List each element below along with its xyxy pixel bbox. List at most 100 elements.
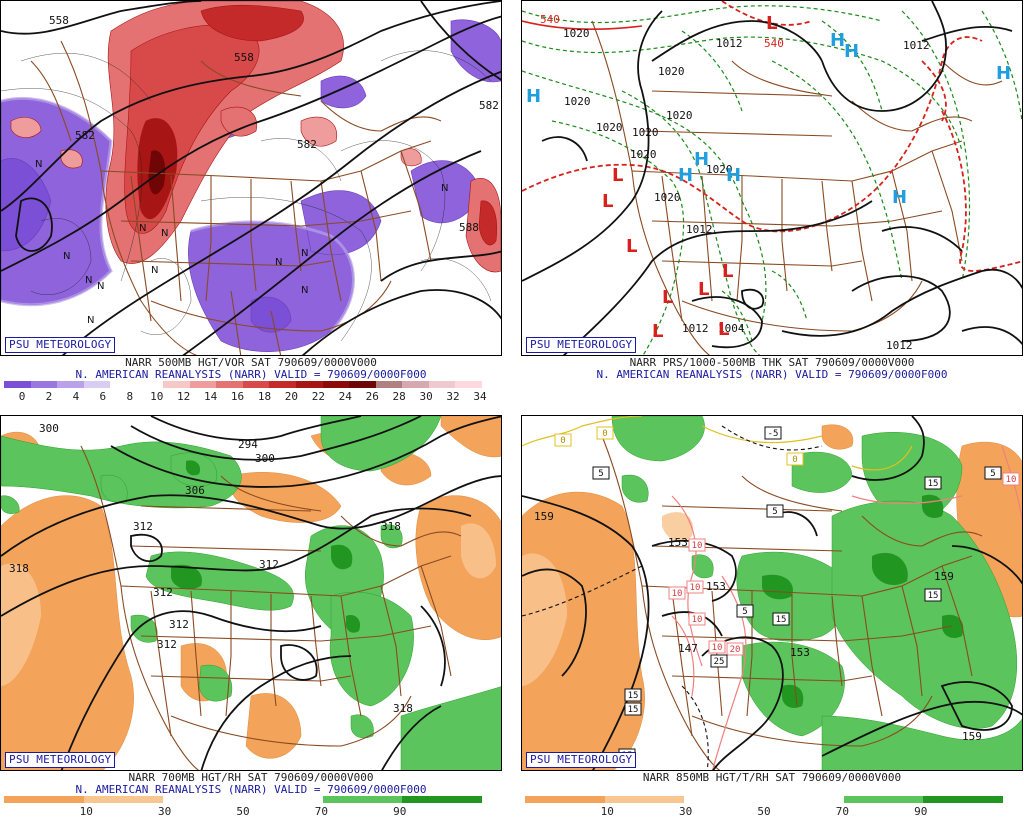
label-box-text: 10 (692, 541, 703, 551)
colorbar-segment (843, 796, 924, 803)
psu-meteorology-label: PSU METEOROLOGY (526, 752, 637, 768)
caption-line2: N. AMERICAN REANALYSIS (NARR) VALID = 79… (596, 368, 948, 381)
svg-text:1020: 1020 (666, 109, 693, 122)
colorbar-tick-label: 28 (392, 390, 406, 403)
svg-text:312: 312 (259, 558, 279, 571)
svg-text:300: 300 (255, 452, 275, 465)
svg-text:300: 300 (39, 422, 59, 435)
colorbar-vorticity (4, 381, 482, 388)
svg-text:153: 153 (706, 580, 726, 593)
svg-text:159: 159 (534, 510, 554, 523)
caption-line1: NARR PRS/1000-500MB THK SAT 790609/0000V… (629, 356, 915, 369)
height-labels: 300 294 300 306 312 318 312 312 312 312 … (9, 422, 413, 715)
panel-500mb-vorticity: 558 558 582 582 588 582 N N N N N N N N … (0, 0, 502, 404)
colorbar-tick-label: 12 (177, 390, 191, 403)
svg-text:588: 588 (459, 221, 479, 234)
svg-text:1012: 1012 (716, 37, 743, 50)
colorbar-tick-label: 32 (446, 390, 460, 403)
label-box-text: 5 (990, 469, 995, 479)
colorbar-segment (163, 381, 190, 388)
colorbar-segment (4, 796, 84, 803)
svg-text:L: L (718, 319, 729, 340)
map-500mb-vorticity: 558 558 582 582 588 582 N N N N N N N N … (0, 0, 502, 356)
colorbar-segment (4, 381, 31, 388)
label-box (984, 466, 1002, 480)
svg-text:N: N (85, 275, 92, 286)
low-pressure-centers: L L L L L L L L L (602, 13, 777, 342)
svg-text:L: L (626, 236, 637, 257)
label-box-text: 20 (730, 645, 741, 655)
label-box (710, 654, 728, 668)
colorbar-tick-label: 6 (99, 390, 107, 403)
svg-text:N: N (139, 223, 146, 234)
svg-text:N: N (63, 251, 70, 262)
svg-text:L: L (698, 279, 709, 300)
label-box-text: 10 (672, 589, 683, 599)
psu-meteorology-label: PSU METEOROLOGY (526, 337, 637, 353)
colorbar-tick-label: 90 (393, 805, 407, 818)
colorbar-segment (57, 381, 84, 388)
caption-line2: N. AMERICAN REANALYSIS (NARR) VALID = 79… (75, 783, 427, 796)
colorbar-segment (402, 796, 482, 803)
colorbar-tick-label: 26 (365, 390, 379, 403)
svg-text:H: H (678, 165, 693, 186)
svg-text:558: 558 (49, 14, 69, 27)
label-box-text: 5 (598, 469, 603, 479)
colorbar-rh-850 (525, 796, 1003, 803)
colorbar-segment (455, 381, 482, 388)
colorbar-tick-label: 16 (230, 390, 245, 403)
svg-text:312: 312 (169, 618, 189, 631)
label-box (624, 702, 642, 716)
svg-text:1020: 1020 (632, 126, 659, 139)
svg-text:H: H (526, 86, 541, 107)
svg-text:1020: 1020 (630, 148, 657, 161)
svg-text:159: 159 (934, 570, 954, 583)
colorbar-tick-label: 24 (338, 390, 352, 403)
colorbar-tick-label: 30 (419, 390, 433, 403)
svg-text:H: H (694, 149, 709, 170)
label-box (596, 426, 614, 440)
svg-text:1012: 1012 (682, 322, 709, 335)
svg-text:540: 540 (764, 37, 784, 50)
label-box-text: 15 (628, 691, 639, 701)
svg-text:1020: 1020 (658, 65, 685, 78)
svg-text:312: 312 (153, 586, 173, 599)
caption-line1: NARR 850MB HGT/T/RH SAT 790609/0000V000 (642, 771, 902, 784)
psu-meteorology-label: PSU METEOROLOGY (5, 752, 116, 768)
svg-text:582: 582 (75, 129, 95, 142)
label-box (726, 642, 744, 656)
svg-text:318: 318 (381, 520, 401, 533)
colorbar-tick-label: 2 (45, 390, 53, 403)
colorbar-segment (163, 796, 243, 803)
isobar-labels: 1020 1012 1012 1020 1020 1020 1020 1020 … (540, 13, 930, 352)
colorbar-tick-label: 30 (678, 805, 693, 818)
label-box-text: 0 (602, 429, 607, 439)
label-box (688, 612, 706, 626)
label-box (786, 452, 804, 466)
colorbar-tick-label: 50 (236, 805, 250, 818)
colorbar-tick-label: 70 (835, 805, 850, 818)
svg-text:H: H (892, 187, 907, 208)
svg-text:N: N (97, 281, 104, 292)
colorbar-tick-label: 90 (914, 805, 928, 818)
svg-text:1004: 1004 (718, 322, 745, 335)
caption-line1: NARR 700MB HGT/RH SAT 790609/0000V000 (128, 771, 374, 784)
colorbar-segment (30, 381, 58, 388)
label-box-text: 10 (692, 615, 703, 625)
high-pressure-centers: H H H H H H H H (526, 30, 1011, 208)
colorbar-segment (322, 796, 403, 803)
svg-text:294: 294 (238, 438, 258, 451)
colorbar-ticks-rh-700: 10 30 50 70 90 (4, 805, 482, 818)
colorbar-ticks-rh-850: 10 30 50 70 90 (525, 805, 1003, 818)
label-box (686, 580, 704, 594)
colorbar-segment (763, 796, 844, 803)
svg-text:L: L (662, 287, 673, 308)
svg-text:1020: 1020 (654, 191, 681, 204)
svg-text:1012: 1012 (686, 223, 713, 236)
colorbar-tick-label: 14 (203, 390, 218, 403)
svg-text:H: H (830, 30, 845, 51)
colorbar-segment (242, 381, 270, 388)
svg-text:1020: 1020 (706, 163, 733, 176)
svg-text:312: 312 (157, 638, 177, 651)
colorbar-segment (189, 381, 217, 388)
